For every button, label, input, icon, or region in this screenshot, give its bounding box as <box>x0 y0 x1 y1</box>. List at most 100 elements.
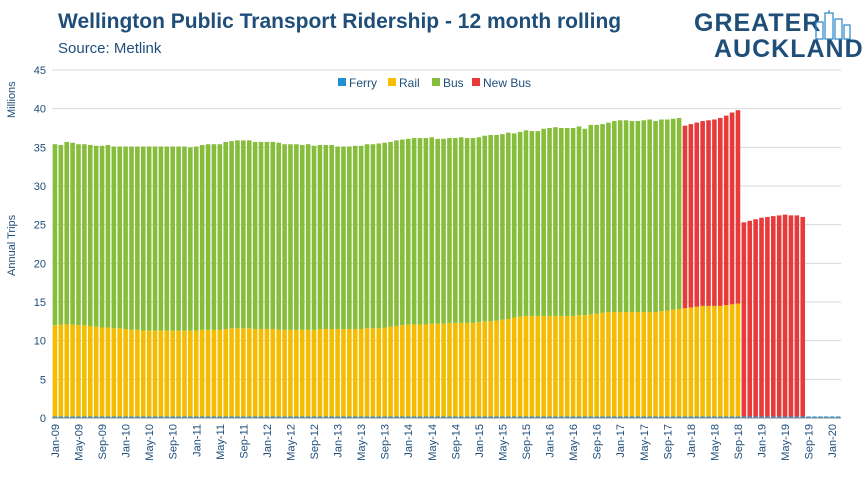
bar-new-bus <box>765 216 770 417</box>
bar-rail <box>364 328 370 417</box>
bar-ferry <box>64 416 70 418</box>
bar-new-bus <box>788 215 794 417</box>
bar-rail <box>488 321 493 417</box>
bar-rail <box>617 312 623 417</box>
x-tick-label: Jan-14 <box>403 424 415 458</box>
bar-bus <box>258 141 264 330</box>
logo-line-2: AUCKLAND <box>714 35 864 63</box>
bar-rail <box>665 310 670 417</box>
x-tick-label: Jan-11 <box>191 424 203 457</box>
bar-bus <box>135 146 140 330</box>
bar-ferry <box>223 416 228 418</box>
bar-rail <box>370 328 376 417</box>
bar-ferry <box>788 416 794 418</box>
bar-rail <box>146 330 152 417</box>
bar-bus <box>476 137 482 323</box>
bar-rail <box>723 305 729 417</box>
x-tick-label: Sep-17 <box>662 424 674 459</box>
bar-ferry <box>364 416 370 418</box>
bar-ferry <box>623 416 629 418</box>
bar-bus <box>358 145 364 330</box>
bar-rail <box>600 312 605 417</box>
bar-ferry <box>270 416 276 418</box>
y-tick-label: 30 <box>34 181 46 193</box>
y-tick-label: 5 <box>40 374 46 386</box>
bar-rail <box>682 308 688 417</box>
x-tick-label: Jan-19 <box>757 424 769 458</box>
bar-ferry <box>335 416 340 418</box>
bar-rail <box>352 329 358 417</box>
bar-rail <box>170 330 176 417</box>
bar-ferry <box>382 416 387 418</box>
bar-ferry <box>117 416 123 418</box>
bar-bus <box>417 138 423 325</box>
bar-ferry <box>600 416 605 418</box>
bar-ferry <box>235 416 240 418</box>
bar-ferry <box>712 416 717 418</box>
bar-bus <box>600 124 605 313</box>
bar-ferry <box>582 416 588 418</box>
bar-bus <box>423 138 429 325</box>
bar-rail <box>717 305 723 417</box>
bar-rail <box>264 329 270 417</box>
bar-bus <box>99 145 105 328</box>
bar-ferry <box>670 416 676 418</box>
legend-label: Ferry <box>349 76 377 90</box>
bar-new-bus <box>723 115 729 306</box>
bar-bus <box>553 127 558 316</box>
legend-label: New Bus <box>483 76 531 90</box>
bar-ferry <box>111 416 117 418</box>
bar-ferry <box>388 416 393 418</box>
bar-ferry <box>729 416 735 418</box>
bar-new-bus <box>682 125 688 309</box>
bar-bus <box>176 146 181 331</box>
bar-ferry <box>299 416 305 418</box>
bar-bus <box>282 144 287 330</box>
bar-rail <box>164 330 170 417</box>
bar-ferry <box>647 416 652 418</box>
bar-new-bus <box>747 220 753 417</box>
bar-bus <box>653 121 658 313</box>
bar-ferry <box>135 416 140 418</box>
bar-bus <box>311 145 317 330</box>
bar-ferry <box>158 416 164 418</box>
x-tick-label: May-13 <box>356 424 368 461</box>
bar-bus <box>305 144 311 330</box>
bar-bus <box>458 137 464 323</box>
y-tick-label: 35 <box>34 142 46 154</box>
bar-bus <box>199 145 205 330</box>
bar-new-bus <box>729 112 735 305</box>
bar-rail <box>405 324 411 417</box>
bar-ferry <box>205 416 211 418</box>
bar-bus <box>123 146 128 330</box>
x-tick-label: Jan-10 <box>121 424 133 458</box>
bar-bus <box>87 145 93 326</box>
bar-ferry <box>617 416 623 418</box>
bar-rail <box>99 327 105 417</box>
bar-bus <box>229 141 234 329</box>
bar-bus <box>170 146 176 331</box>
bar-bus <box>517 131 523 317</box>
bar-ferry <box>635 416 641 418</box>
bar-rail <box>517 316 523 417</box>
bar-rail <box>305 329 311 417</box>
bar-ferry <box>735 416 741 418</box>
bar-ferry <box>494 416 499 418</box>
bar-ferry <box>258 416 264 418</box>
x-tick-label: Sep-09 <box>97 424 109 459</box>
bar-rail <box>606 312 611 417</box>
bar-ferry <box>252 416 258 418</box>
bar-bus <box>264 141 270 330</box>
bar-rail <box>182 330 187 417</box>
bar-bus <box>323 145 329 330</box>
bar-bus <box>146 146 152 331</box>
x-tick-label: Sep-16 <box>592 424 604 459</box>
x-tick-label: Sep-11 <box>238 424 250 459</box>
x-tick-label: Jan-20 <box>827 424 839 458</box>
bar-bus <box>670 118 676 310</box>
bar-bus <box>111 146 117 329</box>
bar-new-bus <box>688 124 694 308</box>
bar-bus <box>488 134 493 322</box>
bar-ferry <box>818 416 823 418</box>
bar-rail <box>111 328 117 417</box>
